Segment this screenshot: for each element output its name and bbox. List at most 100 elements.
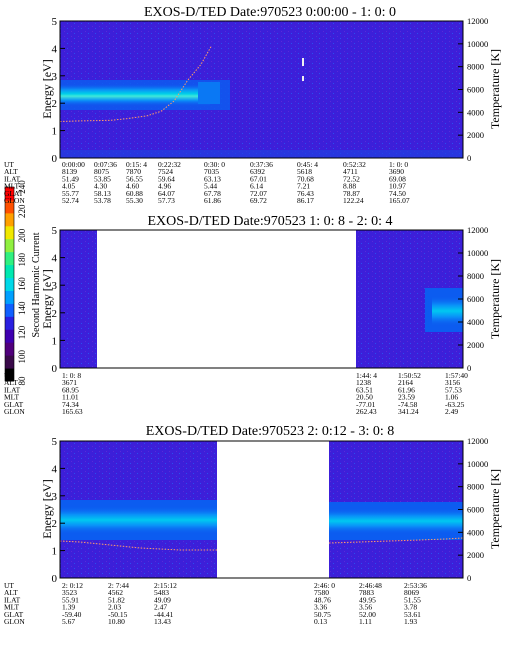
colorbar-cell: [5, 277, 14, 291]
orbit-cell: 51.82: [108, 595, 125, 604]
orbit-cell: 1.93: [404, 617, 417, 626]
left-tick-label: 1: [52, 126, 58, 138]
colorbar-cell: [5, 251, 14, 266]
orbit-cell: 48.76: [314, 595, 331, 604]
orbit-cell: 3156: [445, 378, 460, 387]
orbit-cell: 165.07: [389, 196, 410, 205]
right-tick-label: 8000: [467, 482, 484, 492]
right-tick-label: 8000: [467, 271, 484, 281]
orbit-cell: 59.64: [158, 174, 175, 183]
orbit-cell: 5.44: [204, 182, 217, 191]
colorbar-tick-label: 80: [17, 376, 27, 386]
right-tick-label: 4000: [467, 527, 484, 537]
panel-2-title: EXOS-D/TED Date:970523 1: 0: 8 - 2: 0: 4: [148, 214, 393, 229]
panel-3-ion-band-2: [329, 508, 463, 534]
right-tick-label: 12000: [467, 225, 488, 235]
orbit-cell: -50.15: [108, 610, 128, 619]
orbit-cell: 2164: [398, 378, 413, 387]
orbit-cell: 2.47: [154, 603, 167, 612]
panel-3-ylabel-left: Energy [eV]: [40, 479, 54, 538]
orbit-cell: 53.61: [404, 610, 421, 619]
orbit-cell: 6392: [250, 167, 265, 176]
right-tick-label: 0: [467, 153, 471, 163]
panel-2-ylabel-left: Energy [eV]: [40, 269, 54, 328]
orbit-cell: 7035: [204, 167, 219, 176]
orbit-cell: 2: 0:12: [62, 581, 83, 590]
orbit-row-label: ALT: [4, 378, 18, 387]
orbit-cell: 10.80: [108, 617, 125, 626]
orbit-cell: -74.58: [398, 400, 418, 409]
orbit-cell: 63.13: [204, 174, 221, 183]
panel-1-right-ticks: 0 2000 4000 6000 8000 10000 12000: [458, 16, 488, 163]
panel-2-ion-band: [432, 296, 463, 326]
orbit-cell: -59.40: [62, 610, 82, 619]
orbit-cell: 7.21: [297, 182, 310, 191]
orbit-cell: 262.43: [356, 407, 377, 416]
orbit-cell: 2:46: 0: [314, 581, 335, 590]
orbit-row-label: ILAT: [4, 385, 21, 394]
orbit-cell: 67.01: [250, 174, 267, 183]
colorbar-cell: [5, 368, 14, 382]
orbit-cell: 74.50: [389, 189, 406, 198]
left-tick-label: 2: [52, 518, 58, 530]
orbit-row-label: MLT: [4, 182, 20, 191]
orbit-cell: 8075: [94, 167, 109, 176]
orbit-cell: 2:46:48: [359, 581, 382, 590]
right-tick-label: 2000: [467, 340, 484, 350]
panel-1-ylabel-left: Energy [eV]: [40, 59, 54, 118]
orbit-cell: 1: 0: 0: [389, 160, 408, 169]
orbit-cell: 1238: [356, 378, 371, 387]
colorbar-tick-label: 220: [17, 204, 27, 218]
orbit-cell: 70.68: [297, 174, 314, 183]
colorbar-cell: [5, 225, 14, 240]
orbit-row-label: ALT: [4, 167, 18, 176]
panel-3-left-ticks: 0 1 2 3 4 5: [52, 436, 65, 585]
panel-1-left-ticks: 0 1 2 3 4 5: [52, 16, 65, 165]
orbit-cell: 58.13: [94, 189, 111, 198]
orbit-row-label: UT: [4, 371, 14, 380]
orbit-cell: 0:52:32: [343, 160, 366, 169]
orbit-cell: -44.41: [154, 610, 174, 619]
left-tick-label: 3: [52, 491, 58, 503]
orbit-cell: 52.74: [62, 196, 79, 205]
colorbar-cell: [5, 238, 14, 253]
panel-3-spectrogram: [59, 440, 464, 579]
panel-3: EXOS-D/TED Date:970523 2: 0:12 - 3: 0: 8…: [4, 424, 502, 626]
left-tick-label: 0: [52, 573, 58, 585]
orbit-cell: 51.55: [404, 595, 421, 604]
panel-2-orbit-table: UT 1: 0: 8 1:44: 4 1:50:52 1:57:40 ALT 3671 123…: [4, 371, 468, 416]
orbit-cell: 7870: [126, 167, 141, 176]
orbit-cell: 49.09: [154, 595, 171, 604]
orbit-cell: 55.77: [62, 189, 79, 198]
colorbar-frame: [4, 186, 15, 382]
orbit-cell: 61.96: [398, 385, 415, 394]
orbit-cell: 53.78: [94, 196, 111, 205]
orbit-cell: 1.06: [445, 393, 458, 402]
orbit-cell: 4.30: [94, 182, 107, 191]
panel-1: EXOS-D/TED Date:970523 0:00:00 - 1: 0: 0…: [4, 5, 502, 205]
left-tick-label: 5: [52, 436, 58, 448]
orbit-cell: 49.95: [359, 595, 376, 604]
right-tick-label: 12000: [467, 436, 488, 446]
orbit-cell: 2.49: [445, 407, 458, 416]
left-tick-label: 2: [52, 98, 58, 110]
orbit-cell: 11.01: [62, 393, 79, 402]
panel-3-orbit-table: UT 2: 0:12 2: 7:44 2:15:12 2:46: 0 2:46:48 2:5…: [4, 581, 427, 626]
orbit-cell: 60.88: [126, 189, 143, 198]
orbit-cell: 4.96: [158, 182, 171, 191]
orbit-cell: 10.97: [389, 182, 406, 191]
left-tick-label: 4: [52, 463, 58, 475]
colorbar-tick-label: 180: [17, 253, 27, 267]
right-tick-label: 6000: [467, 505, 484, 515]
colorbar-tick-label: 200: [17, 228, 27, 242]
panel-1-ylabel-right: Temperature [K]: [488, 49, 502, 129]
panel-1-temperature-trace: [59, 45, 212, 122]
colorbar-cell: [5, 342, 14, 356]
orbit-cell: 2:53:36: [404, 581, 427, 590]
orbit-cell: 165.63: [62, 407, 83, 416]
orbit-row-label: GLAT: [4, 400, 24, 409]
colorbar-tick-label: 160: [17, 277, 27, 291]
orbit-cell: 20.50: [356, 393, 373, 402]
orbit-cell: 8069: [404, 588, 419, 597]
panel-2-left-ticks: 0 1 2 3 4 5: [52, 225, 65, 375]
